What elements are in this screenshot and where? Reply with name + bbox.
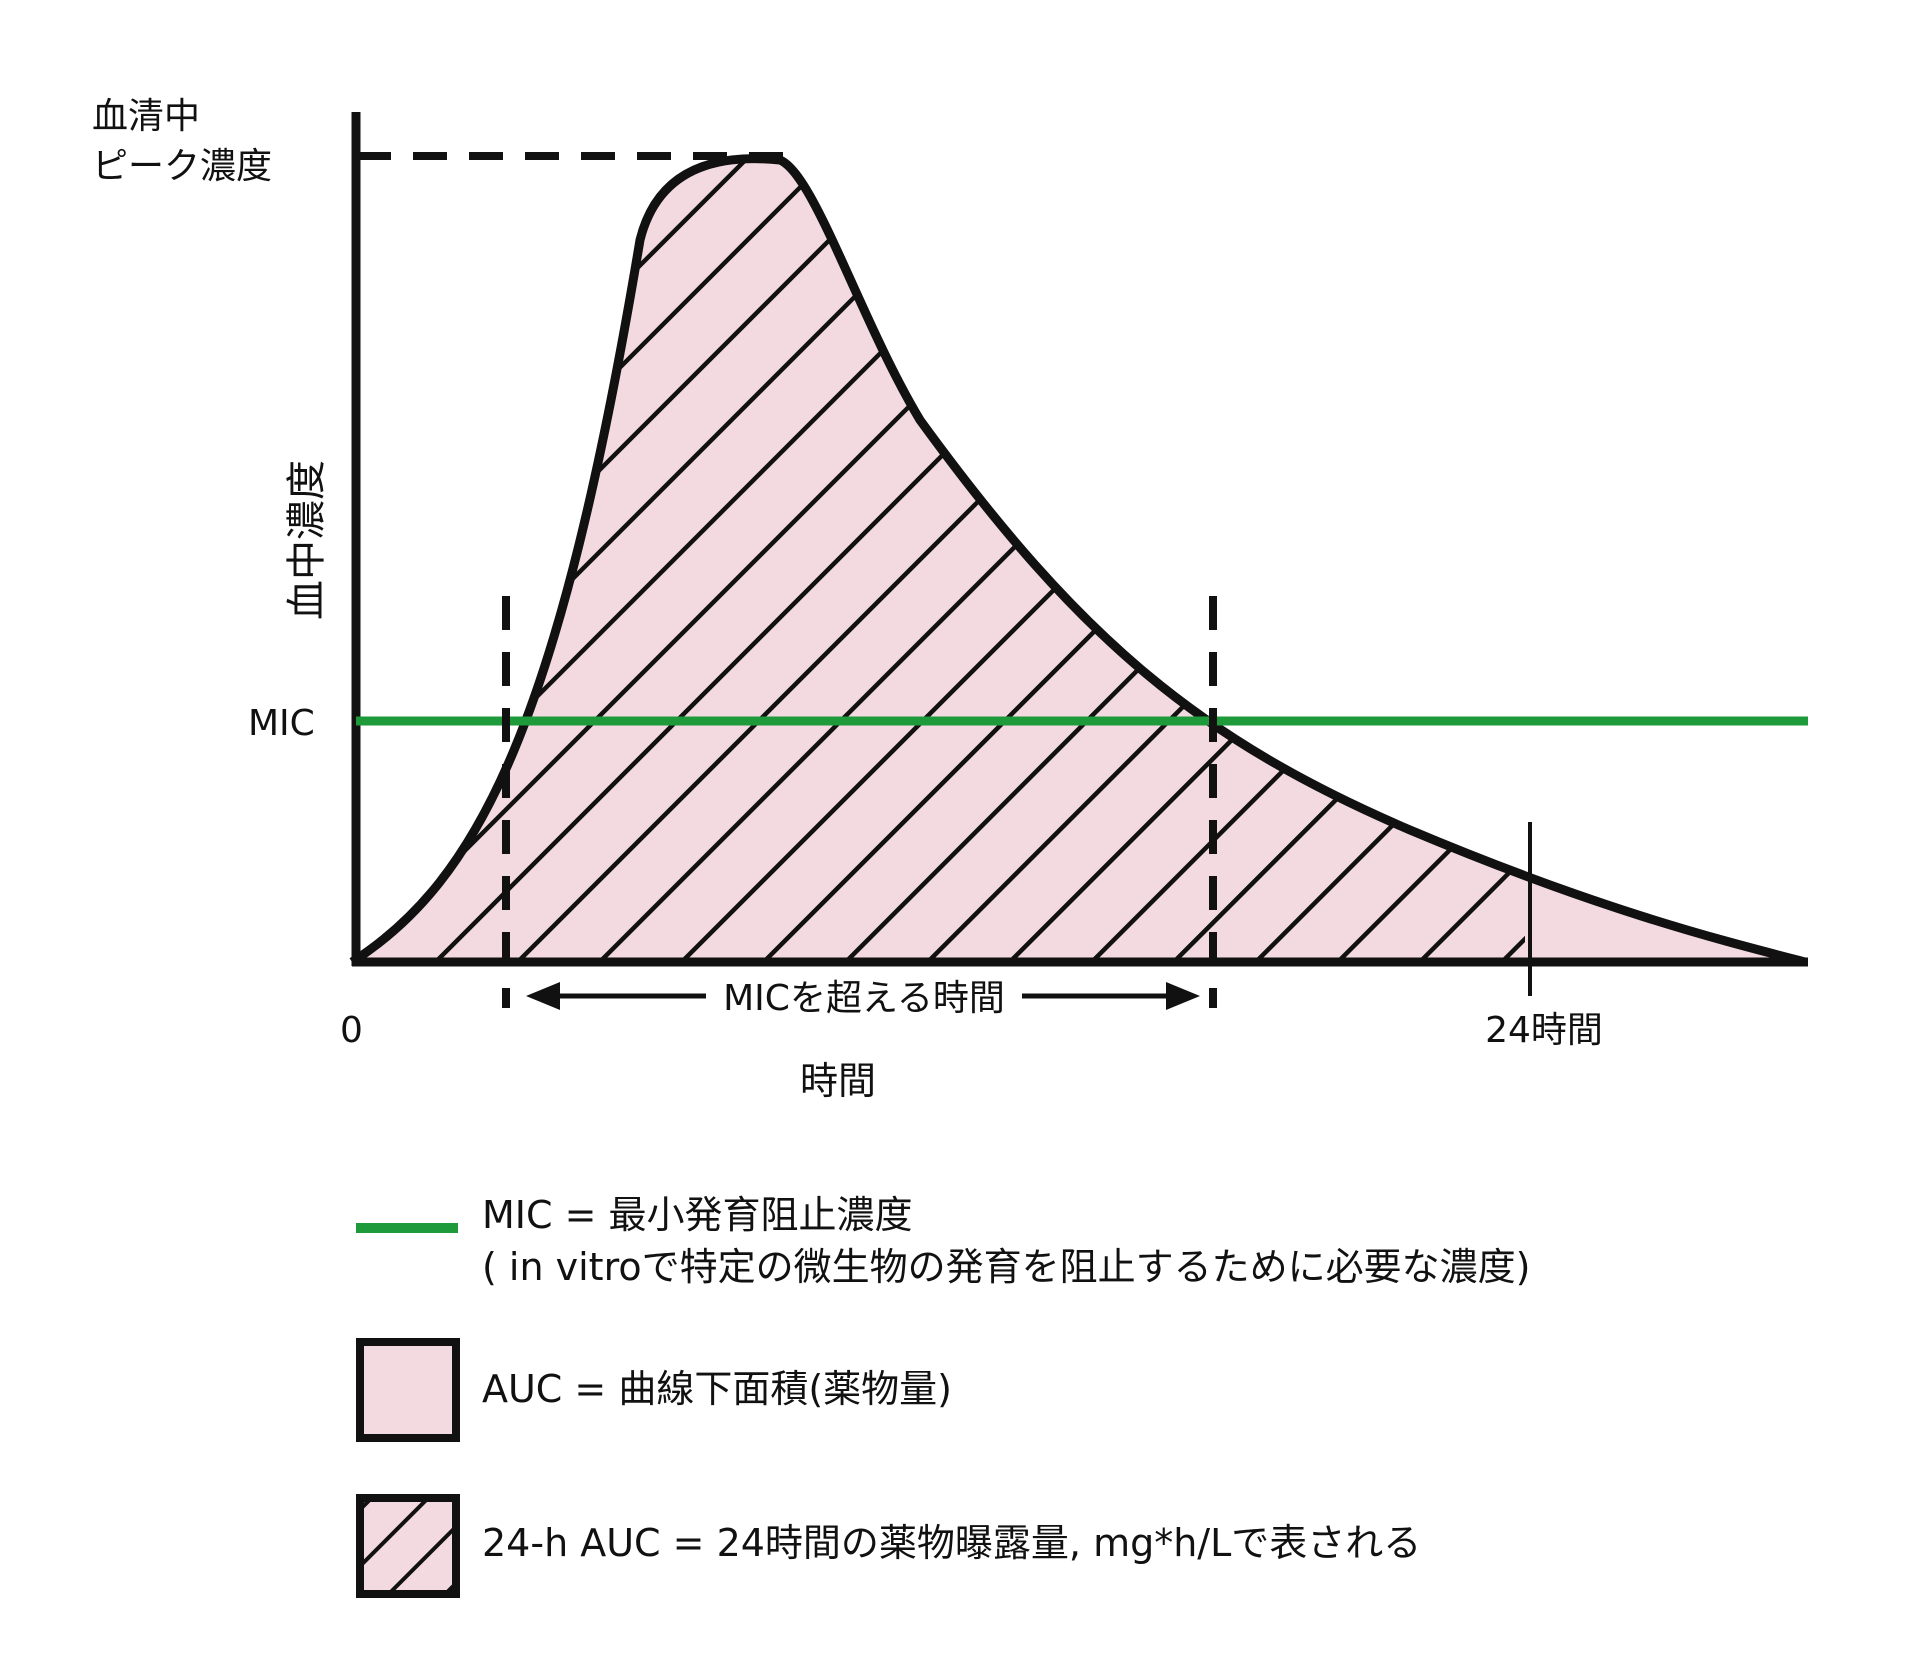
legend-auc-swatch <box>356 1338 460 1442</box>
y-axis-title: 血中濃度 <box>284 460 330 620</box>
mic-axis-label: MIC <box>248 703 315 744</box>
legend-auc24-text: 24-h AUC = 24時間の薬物曝露量, mg*h/Lで表される <box>482 1521 1421 1565</box>
legend-auc24-swatch-hatch <box>356 1494 460 1598</box>
legend-mic-line1: MIC = 最小発育阻止濃度 <box>482 1193 913 1237</box>
time-arrow-right-head <box>1166 982 1200 1010</box>
auc24-hatch <box>352 158 1525 962</box>
time-above-mic-label: MICを超える時間 <box>723 978 1005 1019</box>
x-axis-title: 時間 <box>800 1059 876 1103</box>
y-peak-label-line1: 血清中 <box>92 96 200 137</box>
marker-24h-label: 24時間 <box>1485 1010 1603 1051</box>
legend-auc-text: AUC = 曲線下面積(薬物量) <box>482 1367 952 1411</box>
legend-mic-line2: ( in vitroで特定の微生物の発育を阻止するために必要な濃度) <box>482 1245 1530 1289</box>
time-arrow-left-head <box>526 982 560 1010</box>
concentration-curve <box>349 154 1807 967</box>
y-peak-label-line2: ピーク濃度 <box>92 146 272 187</box>
origin-label: 0 <box>340 1010 363 1051</box>
